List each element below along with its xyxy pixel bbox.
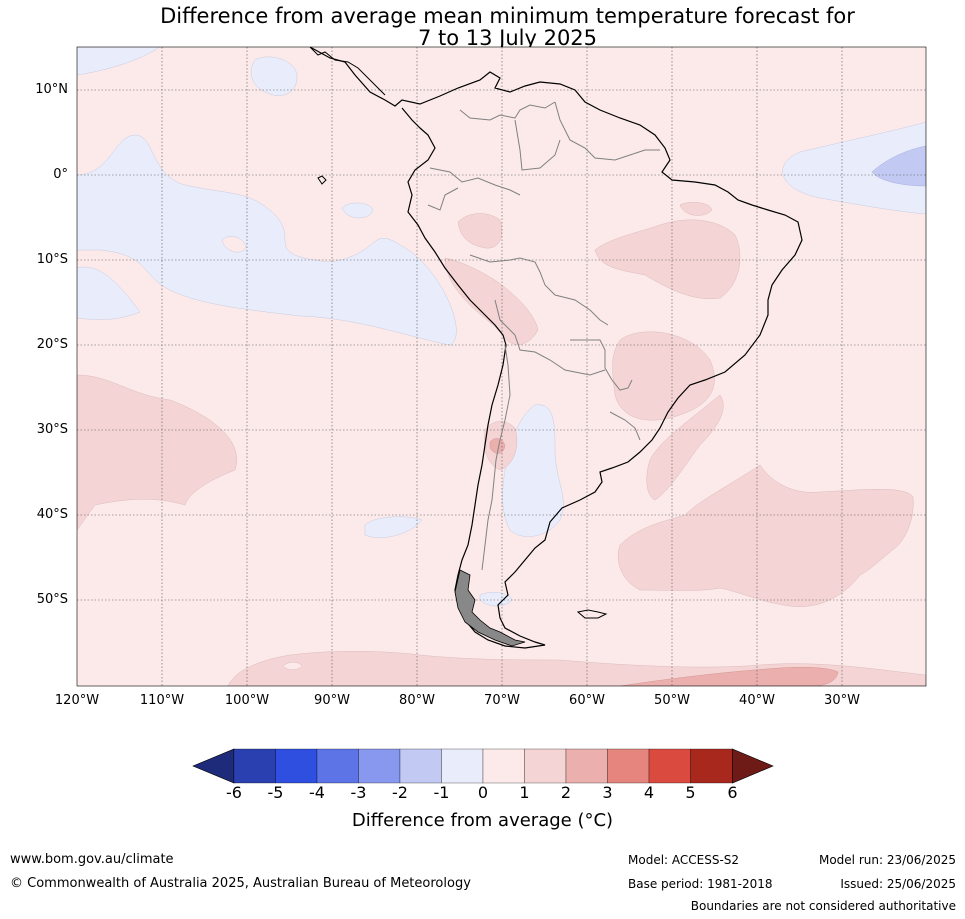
coastline-tierra-del-fuego: [454, 569, 526, 647]
anomaly-region-light-southern: [282, 662, 303, 670]
lat-label-50s: 50°S: [36, 592, 68, 607]
colorbar-tick-neg2: -2: [392, 783, 408, 802]
colorbar-segment-above-max: [732, 748, 774, 784]
lon-label-100w: 100°W: [224, 693, 270, 708]
colorbar-segment-neg1-0: [441, 748, 484, 784]
colorbar-tick-neg1: -1: [433, 783, 450, 802]
anomaly-region-cool-small-1: [341, 202, 374, 219]
anomaly-region-cool-nw-patch: [250, 56, 298, 96]
colorbar-tick-neg4: -4: [309, 783, 325, 802]
anomaly-region-cool-argentina: [502, 404, 564, 537]
lon-label-120w: 120°W: [54, 693, 100, 708]
lat-label-10n: 10°N: [35, 82, 68, 97]
colorbar-segment-1-2: [524, 748, 567, 784]
map-title-line1: Difference from average mean minimum tem…: [160, 4, 855, 28]
footer-boundaries-note: Boundaries are not considered authoritat…: [690, 899, 956, 913]
footer-website: www.bom.gov.au/climate: [10, 852, 174, 867]
graticule: [77, 47, 926, 686]
anomaly-region-cool-pacific-east: [77, 134, 457, 346]
lat-label-30s: 30°S: [36, 422, 68, 437]
lat-label-10s: 10°S: [36, 252, 68, 267]
colorbar-segment-neg4-neg3: [316, 748, 359, 784]
lat-label-40s: 40°S: [36, 507, 68, 522]
anomaly-region-cool-small-2: [221, 236, 247, 253]
lat-label-20s: 20°S: [36, 337, 68, 352]
colorbar-tick-2: 2: [560, 783, 572, 802]
colorbar-segment-neg6-neg5: [233, 748, 276, 784]
country-borders: [427, 101, 660, 571]
colorbar-tick-4: 4: [643, 783, 655, 802]
lon-label-30w: 30°W: [824, 693, 860, 708]
colorbar-tick-1: 1: [519, 783, 530, 802]
footer-model-run: Model run: 23/06/2025: [818, 853, 956, 867]
colorbar-segment-3-4: [607, 748, 650, 784]
anomaly-region-warm-brazil-coast: [646, 394, 724, 501]
coastline-galapagos: [317, 175, 327, 185]
lon-label-60w: 60°W: [569, 693, 605, 708]
colorbar-segment-5-6: [690, 748, 733, 784]
anomaly-region-cool-north: [77, 47, 161, 76]
coastline-falkland-islands: [576, 609, 608, 619]
anomaly-region-cool-atlantic-east: [782, 121, 926, 215]
anomaly-region-cool-atlantic-core: [871, 145, 926, 187]
colorbar-tick-neg3: -3: [350, 783, 367, 802]
footer-base-period: Base period: 1981-2018: [628, 877, 773, 891]
anomaly-region-hot-southern-ocean: [619, 666, 839, 686]
footer-model: Model: ACCESS-S2: [628, 853, 740, 867]
colorbar-label: Difference from average (°C): [351, 810, 614, 831]
colorbar-segment-below-min: [192, 748, 235, 784]
colorbar-segment-0-1: [482, 748, 525, 784]
lon-label-50w: 50°W: [654, 693, 690, 708]
colorbar-segment-4-5: [648, 748, 691, 784]
colorbar-tick-5: 5: [685, 783, 696, 802]
anomaly-region-warm-southeast-pacific: [77, 374, 237, 531]
colorbar-segment-neg3-neg2: [358, 748, 401, 784]
anomaly-region-hot-chile: [489, 438, 506, 454]
colorbar-segment-neg5-neg4: [275, 748, 318, 784]
map-frame: [76, 46, 927, 687]
anomaly-region-warm-small-brazil: [679, 202, 713, 216]
lat-label-0: 0°: [53, 167, 68, 182]
coastline-south-america: [309, 47, 803, 649]
colorbar-tick-3: 3: [602, 783, 613, 802]
anomaly-region-cool-patch-south: [364, 516, 423, 538]
lon-label-40w: 40°W: [739, 693, 775, 708]
anomaly-region-warm-andes: [444, 257, 539, 345]
colorbar-tick-0: 0: [477, 783, 489, 802]
colorbar-segment-2-3: [565, 748, 608, 784]
anomaly-region-warm-south-atlantic: [617, 464, 914, 607]
map-title-line2: 7 to 13 July 2025: [417, 26, 598, 50]
coastline-central-america: [309, 47, 386, 96]
lon-label-90w: 90°W: [314, 693, 350, 708]
lon-label-80w: 80°W: [399, 693, 435, 708]
lon-label-70w: 70°W: [484, 693, 520, 708]
anomaly-region-cool-pacific-west: [77, 266, 141, 320]
colorbar-tick-neg6: -6: [226, 783, 242, 802]
colorbar-tick-6: 6: [727, 783, 738, 802]
colorbar-segment-neg2-neg1: [399, 748, 442, 784]
footer-issued: Issued: 25/06/2025: [840, 877, 956, 891]
colorbar-tick-neg5: -5: [267, 783, 284, 802]
footer-copyright: © Commonwealth of Australia 2025, Austra…: [10, 876, 471, 891]
lon-label-110w: 110°W: [139, 693, 185, 708]
anomaly-region-warm-brazil-north: [594, 219, 741, 299]
anomaly-region-warm-brazil-south: [612, 331, 715, 421]
anomaly-region-warm-peru: [457, 213, 503, 249]
